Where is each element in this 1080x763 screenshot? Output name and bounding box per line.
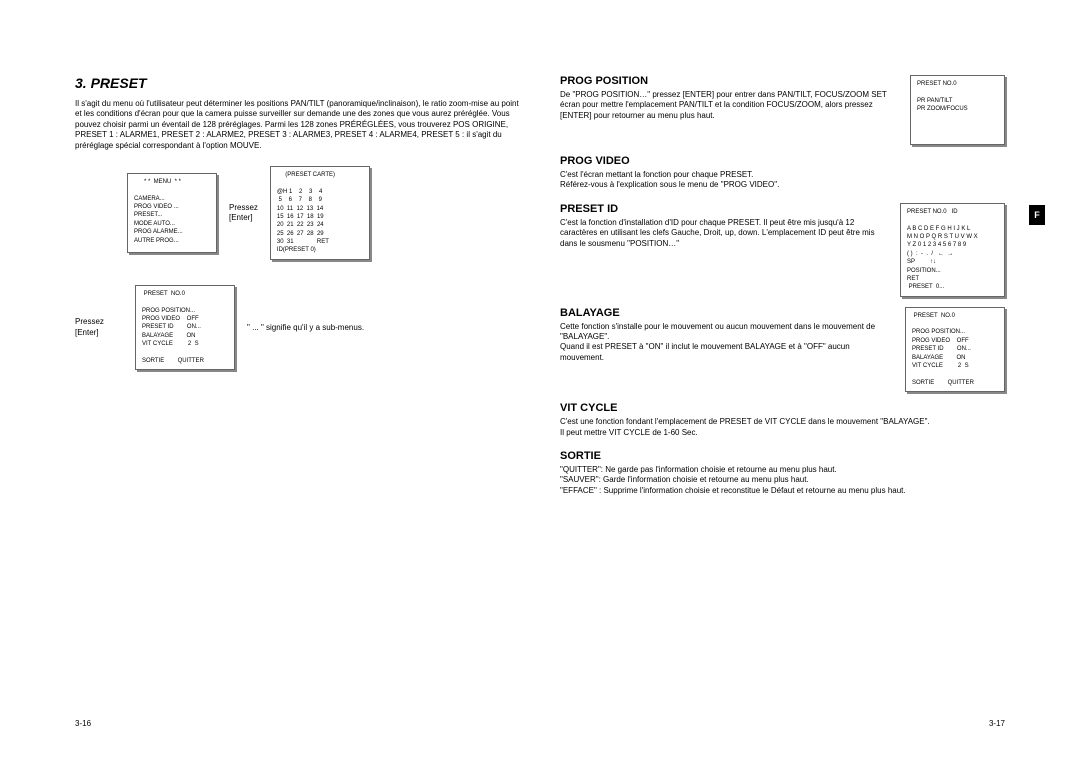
vit-cycle-block: VIT CYCLE C'est une fonction fondant l'e… xyxy=(560,402,1005,438)
left-page: 3. PRESET Il s'agit du menu où l'utilisa… xyxy=(75,75,520,703)
screen-preset-no: PRESET NO.0 PROG POSITION... PROG VIDEO … xyxy=(135,285,235,371)
press-label-2: Pressez [Enter] xyxy=(75,317,123,338)
balayage-screen: PRESET NO.0 PROG POSITION... PROG VIDEO … xyxy=(905,307,1005,393)
sortie-title: SORTIE xyxy=(560,450,1005,462)
screen-menu: * * MENU * * CAMERA... PROG VIDEO ... PR… xyxy=(127,173,217,253)
screens-row-1: * * MENU * * CAMERA... PROG VIDEO ... PR… xyxy=(75,166,520,260)
balayage-text: Cette fonction s'installe pour le mouvem… xyxy=(560,322,890,364)
balayage-title: BALAYAGE xyxy=(560,307,890,319)
sortie-text: "QUITTER": Ne garde pas l'information ch… xyxy=(560,465,1005,496)
prog-position-screen: PRESET NO.0 PR PAN/TILT PR ZOOM/FOCUS xyxy=(910,75,1005,145)
vit-cycle-title: VIT CYCLE xyxy=(560,402,1005,414)
preset-id-text: C'est la fonction d'installation d'ID po… xyxy=(560,218,885,249)
sortie-block: SORTIE "QUITTER": Ne garde pas l'informa… xyxy=(560,450,1005,496)
balayage-block: BALAYAGE Cette fonction s'installe pour … xyxy=(560,307,1005,393)
preset-id-screen: PRESET NO.0 ID A B C D E F G H I J K L M… xyxy=(900,203,1005,297)
preset-id-block: PRESET ID C'est la fonction d'installati… xyxy=(560,203,1005,297)
prog-video-block: PROG VIDEO C'est l'écran mettant la fonc… xyxy=(560,155,1005,191)
prog-video-title: PROG VIDEO xyxy=(560,155,1005,167)
right-page: F PROG POSITION De "PROG POSITION…" pres… xyxy=(560,75,1005,703)
screen-preset-carte: (PRESET CARTE) @H 1 2 3 4 5 6 7 8 9 10 1… xyxy=(270,166,370,260)
page-number-right: 3-17 xyxy=(989,719,1005,728)
page-number-left: 3-16 xyxy=(75,719,91,728)
vit-cycle-text: C'est une fonction fondant l'emplacement… xyxy=(560,417,1005,438)
prog-position-title: PROG POSITION xyxy=(560,75,895,87)
preset-id-title: PRESET ID xyxy=(560,203,885,215)
prog-video-text: C'est l'écran mettant la fonction pour c… xyxy=(560,170,1005,191)
submenu-note: " ... " signifie qu'il y a sub-menus. xyxy=(247,323,364,332)
screens-row-2: Pressez [Enter] PRESET NO.0 PROG POSITIO… xyxy=(75,285,520,371)
prog-position-text: De "PROG POSITION…" pressez [ENTER] pour… xyxy=(560,90,895,121)
press-label-1: Pressez [Enter] xyxy=(229,203,258,224)
section-title: 3. PRESET xyxy=(75,75,520,91)
language-tab: F xyxy=(1029,205,1045,225)
prog-position-block: PROG POSITION De "PROG POSITION…" presse… xyxy=(560,75,1005,145)
intro-text: Il s'agit du menu où l'utilisateur peut … xyxy=(75,99,520,151)
